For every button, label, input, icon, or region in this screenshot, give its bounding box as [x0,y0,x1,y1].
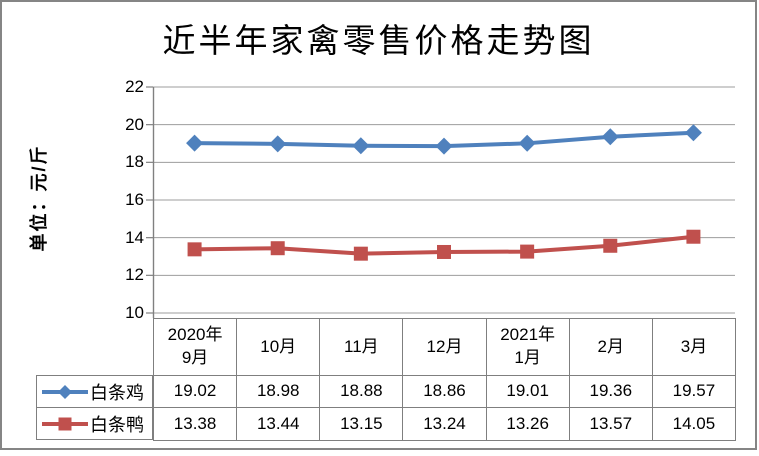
table-cell-duck: 13.57 [569,408,653,441]
table-cell-chicken: 18.98 [237,376,321,408]
plot-area [146,86,735,318]
data-point-marker [520,244,535,259]
data-point-marker [518,134,536,152]
y-tick-label: 14 [125,228,144,247]
y-axis-title-text: 单位：元/斤 [29,144,49,252]
chart-legend: 白条鸡 白条鸭 [36,375,153,440]
data-point-marker [187,242,202,257]
y-tick-label: 10 [125,303,144,322]
table-cell-chicken: 19.36 [569,376,653,408]
table-header-cell: 2月 [569,319,653,376]
data-point-marker [603,238,618,253]
table-header-cell: 3月 [652,319,736,376]
line-square-icon [42,417,88,430]
line-diamond-icon [42,384,88,399]
legend-item-chicken: 白条鸡 [37,376,152,407]
data-point-marker [601,128,619,146]
chart-title: 近半年家禽零售价格走势图 [162,24,595,60]
y-tick-label: 22 [125,77,144,96]
table-cell-duck: 13.15 [320,408,404,441]
data-table: 2020年 9月 10月 11月 12月 2021年 1月 2月 3月 19.0… [153,318,736,441]
table-header-cell: 2020年 9月 [154,319,238,376]
table-cell-duck: 13.38 [154,408,238,441]
y-tick-label: 18 [125,152,144,171]
table-header-cell: 11月 [320,319,404,376]
table-cell-chicken: 18.86 [403,376,487,408]
data-point-marker [435,137,453,155]
y-tick-label: 20 [125,115,144,134]
table-header-cell: 10月 [237,319,321,376]
y-tick-label: 16 [125,190,144,209]
table-cell-chicken: 19.02 [154,376,238,408]
table-header-cell: 12月 [403,319,487,376]
table-cell-duck: 13.44 [237,408,321,441]
data-point-marker [270,241,285,256]
table-cell-duck: 13.26 [486,408,570,441]
legend-item-duck: 白条鸭 [37,407,152,439]
data-point-marker [684,124,702,142]
data-point-marker [352,137,370,155]
table-header-cell: 2021年 1月 [486,319,570,376]
data-point-marker [353,246,368,261]
legend-label: 白条鸡 [90,382,144,403]
legend-label: 白条鸭 [90,414,144,435]
data-point-marker [269,135,287,153]
table-cell-duck: 13.24 [403,408,487,441]
table-cell-chicken: 19.57 [652,376,736,408]
data-point-marker [186,134,204,152]
y-tick-label: 12 [125,265,144,284]
data-point-marker [437,244,451,259]
data-point-marker [686,229,701,244]
table-cell-chicken: 18.88 [320,376,404,408]
table-cell-duck: 14.05 [652,408,736,441]
table-cell-chicken: 19.01 [486,376,570,408]
